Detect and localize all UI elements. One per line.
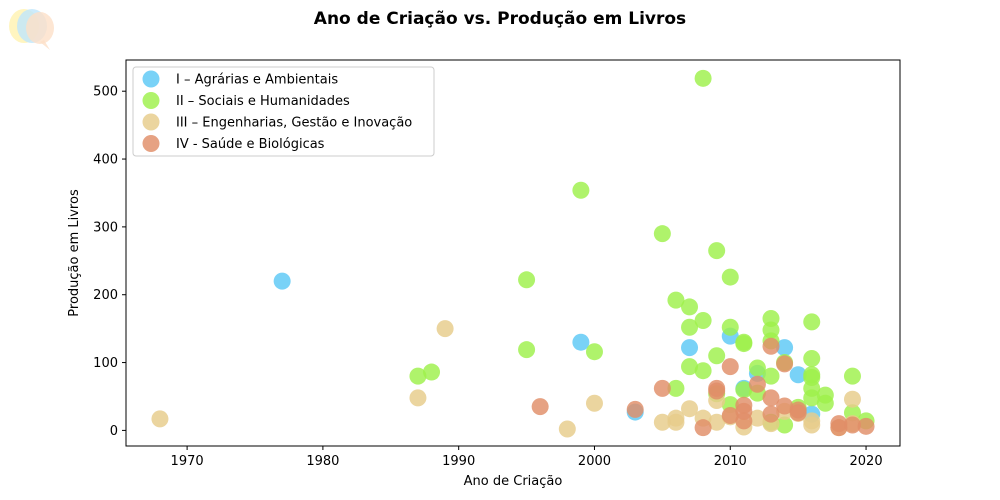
data-point <box>694 362 712 380</box>
x-tick-label: 1970 <box>171 454 204 469</box>
data-point <box>721 318 739 336</box>
data-point <box>653 379 671 397</box>
data-point <box>762 405 780 423</box>
data-point <box>667 291 685 309</box>
data-point <box>585 343 603 361</box>
legend-marker <box>142 92 160 109</box>
data-point <box>518 341 536 359</box>
data-point <box>653 225 671 243</box>
data-point <box>436 320 454 338</box>
data-point <box>273 272 291 290</box>
data-point <box>423 363 441 381</box>
x-tick-label: 2010 <box>714 454 747 469</box>
legend: I – Agrárias e Ambientais II – Sociais e … <box>132 66 435 157</box>
data-point <box>681 339 699 357</box>
legend-marker <box>142 135 160 152</box>
data-point <box>151 410 169 428</box>
legend-marker <box>142 113 160 131</box>
data-point <box>748 359 766 377</box>
data-point <box>681 318 699 336</box>
legend-label: IV - Saúde e Biológicas <box>176 137 325 152</box>
x-tick-label: 1980 <box>306 454 339 469</box>
data-point <box>803 349 821 367</box>
legend-label: II – Sociais e Humanidades <box>176 94 350 109</box>
y-tick-label: 300 <box>93 220 118 235</box>
x-axis-label: Ano de Criação <box>464 474 563 489</box>
y-tick-label: 500 <box>93 85 118 100</box>
data-point <box>721 268 739 286</box>
data-point <box>803 389 821 407</box>
series-4-points <box>531 337 875 437</box>
legend-label: I – Agrárias e Ambientais <box>176 73 338 88</box>
y-tick-label: 100 <box>93 356 118 371</box>
data-point <box>721 358 739 376</box>
data-point <box>830 419 848 437</box>
data-point <box>409 389 427 407</box>
x-tick-label: 1990 <box>442 454 475 469</box>
data-point <box>776 339 794 357</box>
legend-marker <box>142 70 160 88</box>
data-point <box>721 406 739 424</box>
data-point <box>694 69 712 87</box>
data-point <box>694 419 712 437</box>
data-point <box>776 397 794 415</box>
data-point <box>748 409 766 427</box>
data-point <box>762 389 780 407</box>
data-point <box>843 390 861 408</box>
chart-title: Ano de Criação vs. Produção em Livros <box>314 9 686 29</box>
data-point <box>572 181 590 199</box>
axes-frame <box>125 59 901 447</box>
data-point <box>681 298 699 316</box>
data-point <box>585 394 603 412</box>
data-point <box>789 404 807 422</box>
data-point <box>667 413 685 431</box>
data-point <box>843 367 861 385</box>
y-axis-label: Produção em Livros <box>67 189 82 317</box>
y-tick-label: 200 <box>93 288 118 303</box>
data-point <box>653 413 671 431</box>
data-point <box>694 311 712 329</box>
data-point <box>708 413 726 431</box>
data-point <box>857 417 875 435</box>
data-point <box>776 355 794 373</box>
data-point <box>708 242 726 260</box>
data-point <box>816 394 834 412</box>
data-point <box>626 400 644 418</box>
plot-area: 1970 1980 1990 2000 2010 2020 0 100 200 300 400 500 <box>93 59 901 469</box>
data-point <box>735 412 753 430</box>
data-point <box>708 347 726 365</box>
speech-bubbles-logo-icon <box>4 4 58 52</box>
series-2-points <box>409 69 875 434</box>
data-point <box>843 416 861 434</box>
y-tick-label: 400 <box>93 153 118 168</box>
data-point <box>681 358 699 376</box>
data-point <box>762 367 780 385</box>
data-point <box>558 420 576 438</box>
data-point <box>518 271 536 289</box>
x-tick-label: 2020 <box>850 454 883 469</box>
data-point <box>803 416 821 434</box>
data-point <box>803 313 821 331</box>
data-point <box>748 375 766 393</box>
data-point <box>776 416 794 434</box>
data-point <box>762 337 780 355</box>
x-tick-label: 2000 <box>578 454 611 469</box>
data-point <box>735 335 753 353</box>
y-tick-label: 0 <box>110 424 118 439</box>
data-point <box>789 366 807 384</box>
data-point <box>681 400 699 418</box>
data-point <box>667 379 685 397</box>
legend-label: III – Engenharias, Gestão e Inovação <box>176 116 412 131</box>
legend-box <box>132 66 435 157</box>
data-point <box>572 333 590 351</box>
data-point <box>531 398 549 416</box>
data-point <box>735 381 753 399</box>
data-point <box>409 367 427 385</box>
data-point <box>708 382 726 400</box>
